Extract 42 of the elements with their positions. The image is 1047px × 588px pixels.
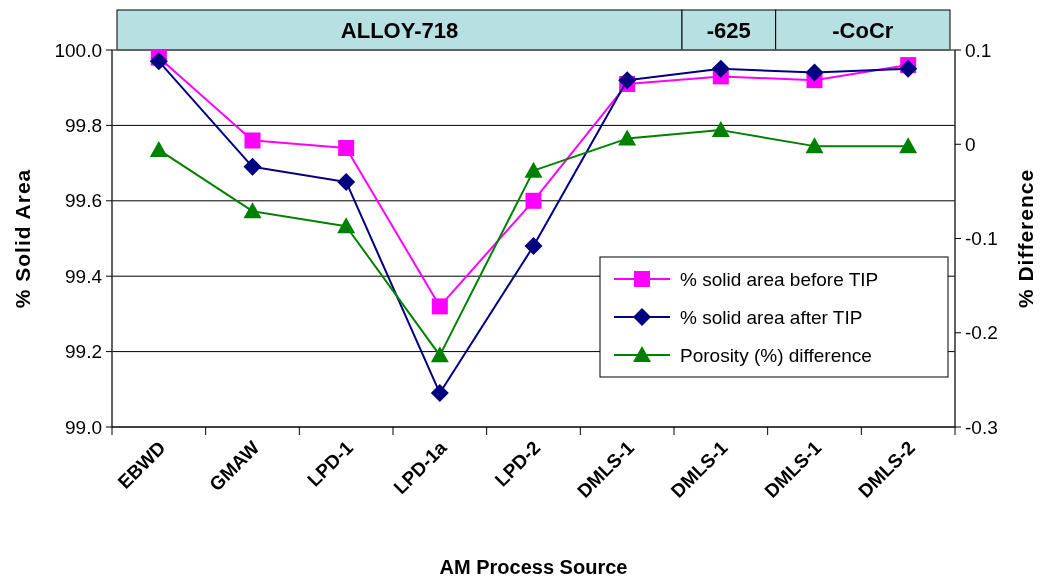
point [430,346,449,363]
point [244,132,261,149]
point [618,71,637,90]
text: -CoCr [832,18,894,43]
text: -625 [706,18,751,43]
point [149,52,168,71]
legend-label: Porosity (%) difference [680,344,872,366]
point [338,140,355,157]
point [243,157,262,176]
y-tick-label: 99.2 [65,341,102,363]
y-tick-label: 100.0 [54,39,102,61]
point [711,59,730,78]
y-tick-label: 99.8 [65,115,102,137]
point [899,59,918,78]
y2-tick-label: 0.1 [965,39,992,61]
y2-tick-label: 0 [965,133,976,155]
point [899,137,918,154]
point [711,121,730,138]
text: ALLOY-718 [340,18,459,43]
point [337,172,356,191]
point [431,298,448,315]
x-axis-title: AM Process Source [439,556,628,578]
y2-tick-label: -0.1 [965,228,998,250]
y2-tick-label: -0.2 [965,322,998,344]
y2-tick-label: -0.3 [965,416,998,438]
point [524,237,543,256]
point [805,137,824,154]
point [805,63,824,82]
y2-axis-title: % Difference [1014,168,1037,309]
point [618,129,637,146]
point [149,140,168,157]
point [525,192,542,209]
legend-label: % solid area before TIP [680,268,879,290]
point [524,161,543,178]
point [430,384,449,403]
legend-label: % solid area after TIP [680,306,863,328]
y-tick-label: 99.6 [65,190,102,212]
y-axis-title: % Solid Area [11,168,34,309]
point [243,202,262,219]
y-tick-label: 99.0 [65,416,102,438]
y-tick-label: 99.4 [65,265,103,287]
point [337,217,356,234]
